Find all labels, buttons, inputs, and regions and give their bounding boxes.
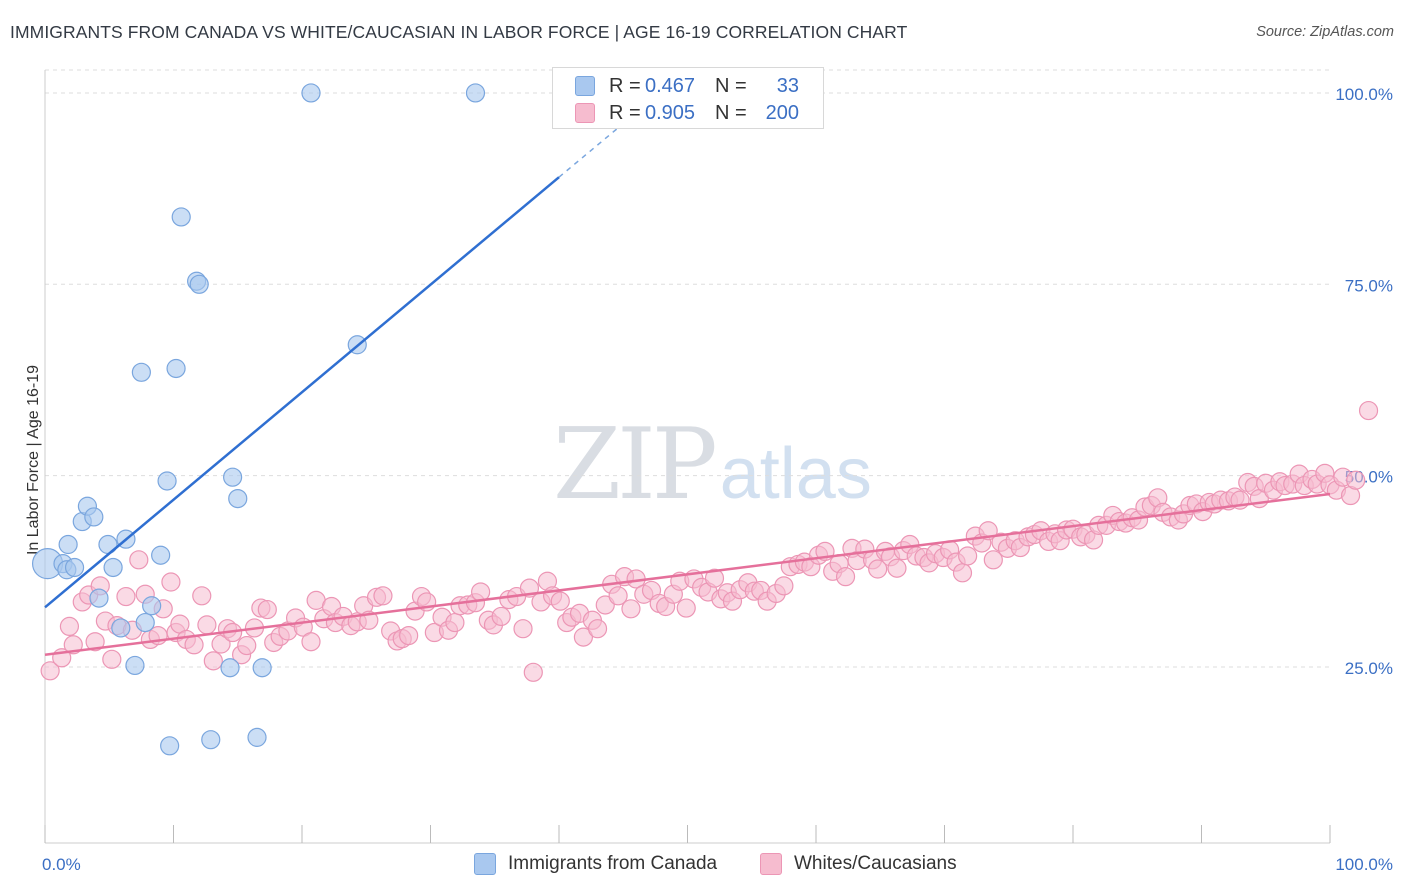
legend-label-canada: Immigrants from Canada: [508, 853, 718, 874]
whites-trend-line: [44, 492, 1331, 656]
series-legend: Immigrants from Canada Whites/Caucasians: [0, 850, 1406, 878]
whites-point: [513, 619, 533, 639]
canada-swatch: [575, 76, 595, 96]
whites-point: [399, 625, 419, 646]
canada-point: [131, 362, 151, 382]
canada-point: [103, 557, 123, 578]
canada-point: [465, 83, 486, 103]
n-value: 200: [765, 101, 799, 124]
chart-title: IMMIGRANTS FROM CANADA VS WHITE/CAUCASIA…: [10, 22, 908, 42]
whites-point: [868, 559, 888, 579]
legend-item-whites[interactable]: Whites/Caucasians: [760, 850, 957, 878]
x-tick-label: 100.0%: [1335, 855, 1393, 874]
canada-point: [252, 658, 272, 678]
whites-point: [85, 632, 105, 652]
whites-point: [835, 567, 856, 587]
whites-point: [59, 616, 80, 637]
canada-point: [151, 545, 171, 565]
whites-point: [958, 546, 978, 566]
whites-point: [237, 635, 257, 656]
whites-swatch: [575, 103, 595, 123]
whites-point: [192, 586, 212, 606]
whites-point: [573, 627, 594, 647]
whites-point: [40, 661, 60, 681]
whites-point: [445, 612, 465, 633]
whites-point: [887, 558, 907, 578]
whites-point: [197, 615, 217, 635]
canada-point: [189, 274, 209, 294]
whites-point: [621, 599, 641, 619]
canada-trend-line: [44, 176, 560, 609]
n-label: N =: [715, 74, 747, 97]
canada-point: [228, 488, 248, 509]
whites-point: [676, 598, 696, 618]
whites-point: [523, 662, 543, 682]
r-label: R =: [609, 74, 641, 97]
whites-legend-swatch: [760, 853, 782, 875]
whites-point: [161, 572, 181, 592]
n-label: N =: [715, 101, 747, 124]
legend-row-whites: R = 0.905 N = 200: [575, 101, 799, 125]
canada-point: [111, 618, 131, 638]
canada-point: [157, 471, 177, 491]
y-tick-label: 100.0%: [1335, 85, 1393, 104]
whites-point: [587, 619, 608, 639]
whites-point: [184, 635, 204, 655]
whites-point: [203, 651, 223, 671]
canada-legend-swatch: [474, 853, 496, 875]
whites-point: [774, 576, 794, 596]
source-label: Source: ZipAtlas.com: [1256, 24, 1394, 40]
whites-point: [952, 563, 973, 583]
canada-point: [135, 612, 155, 633]
whites-point: [102, 649, 122, 669]
r-value: 0.905: [645, 101, 696, 124]
legend-label-whites: Whites/Caucasians: [794, 853, 957, 874]
r-value: 0.467: [645, 74, 696, 97]
whites-point: [129, 550, 149, 570]
whites-point: [550, 591, 570, 611]
canada-point: [171, 207, 191, 227]
whites-point: [608, 586, 628, 606]
y-tick-label: 25.0%: [1345, 659, 1393, 678]
canada-point: [84, 507, 104, 527]
canada-point: [64, 557, 85, 578]
whites-point: [116, 586, 136, 607]
canada-point: [160, 736, 180, 756]
n-value: 33: [776, 74, 799, 97]
canada-point: [58, 534, 78, 555]
whites-point: [491, 606, 511, 627]
y-tick-label: 75.0%: [1345, 276, 1393, 295]
correlation-legend: R = 0.467 N = 33 R = 0.905 N = 200: [552, 67, 824, 129]
legend-row-canada: R = 0.467 N = 33: [575, 74, 799, 98]
whites-point: [983, 550, 1003, 570]
whites-point: [1346, 470, 1366, 490]
canada-point: [125, 655, 145, 676]
whites-point: [1358, 400, 1379, 421]
legend-item-canada[interactable]: Immigrants from Canada: [474, 850, 717, 878]
canada-point: [166, 358, 186, 379]
r-label: R =: [609, 101, 641, 124]
canada-point: [220, 658, 240, 678]
canada-point: [142, 596, 162, 616]
whites-point: [63, 635, 83, 655]
canada-point: [301, 83, 321, 103]
x-tick-label: 0.0%: [42, 855, 81, 874]
whites-point: [257, 599, 277, 620]
canada-point: [89, 588, 109, 608]
whites-point: [704, 568, 725, 588]
canada-point: [247, 727, 267, 747]
whites-point: [373, 586, 393, 606]
canada-point: [201, 730, 221, 750]
canada-point: [223, 467, 243, 487]
whites-point: [301, 632, 321, 652]
